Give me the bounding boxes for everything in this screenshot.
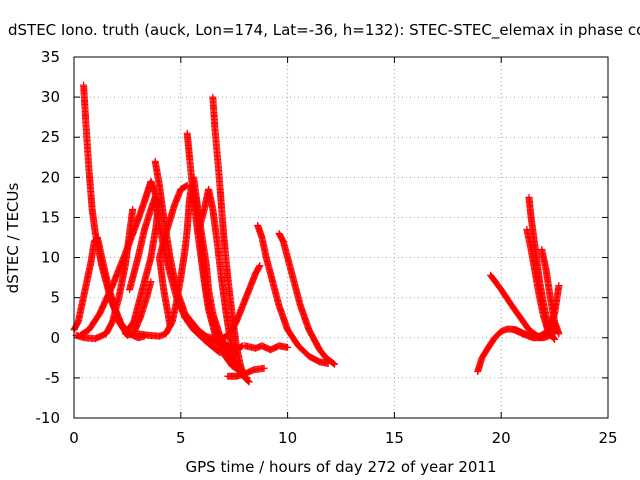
y-axis-label: dSTEC / TECUs xyxy=(4,182,22,293)
data-point xyxy=(256,262,264,270)
y-tick-label: 15 xyxy=(41,208,60,226)
series-14 xyxy=(224,364,268,380)
y-tick-label: 30 xyxy=(41,88,60,106)
x-tick-label: 25 xyxy=(598,429,617,447)
data-point xyxy=(129,205,137,213)
tick-labels: 0 5 10 15 20 25 -10 -5 0 5 10 15 20 25 30 35 xyxy=(36,48,618,447)
plot-area xyxy=(70,81,563,386)
y-tick-label: 35 xyxy=(41,48,60,66)
data-point xyxy=(244,377,252,385)
series-3 xyxy=(72,205,137,343)
plot-frame xyxy=(73,56,609,419)
series-19 xyxy=(487,271,561,342)
data-point xyxy=(255,263,263,271)
series-15 xyxy=(241,342,292,354)
y-tick-label: -10 xyxy=(36,409,61,427)
data-point xyxy=(260,364,268,372)
data-point xyxy=(284,343,292,351)
data-point xyxy=(330,359,338,367)
series-5 xyxy=(121,193,162,338)
series-8 xyxy=(155,181,191,330)
data-point xyxy=(555,282,563,290)
x-tick-label: 0 xyxy=(69,429,79,447)
x-tick-label: 5 xyxy=(176,429,186,447)
x-tick-label: 15 xyxy=(385,429,404,447)
y-tick-label: 20 xyxy=(41,168,60,186)
data-point xyxy=(147,278,155,286)
series-16 xyxy=(254,221,332,367)
data-point xyxy=(551,322,559,330)
data-point xyxy=(555,330,563,338)
series-17 xyxy=(275,229,339,368)
y-tick-label: -5 xyxy=(45,369,60,387)
data-point xyxy=(126,286,134,294)
y-tick-label: 10 xyxy=(41,249,60,267)
series-22 xyxy=(538,246,563,338)
data-point xyxy=(331,360,339,368)
data-point xyxy=(245,378,253,386)
x-tick-label: 10 xyxy=(278,429,297,447)
series-13 xyxy=(198,262,264,342)
x-axis-label: GPS time / hours of day 272 of year 2011 xyxy=(186,458,497,476)
chart-title: dSTEC Iono. truth (auck, Lon=174, Lat=-3… xyxy=(8,21,640,40)
y-tick-label: 25 xyxy=(41,128,60,146)
x-tick-label: 20 xyxy=(492,429,511,447)
data-point xyxy=(243,376,251,384)
series-23 xyxy=(510,322,559,342)
y-tick-label: 0 xyxy=(50,329,60,347)
y-tick-label: 5 xyxy=(50,289,60,307)
data-point xyxy=(182,182,190,190)
series-2 xyxy=(70,234,148,342)
